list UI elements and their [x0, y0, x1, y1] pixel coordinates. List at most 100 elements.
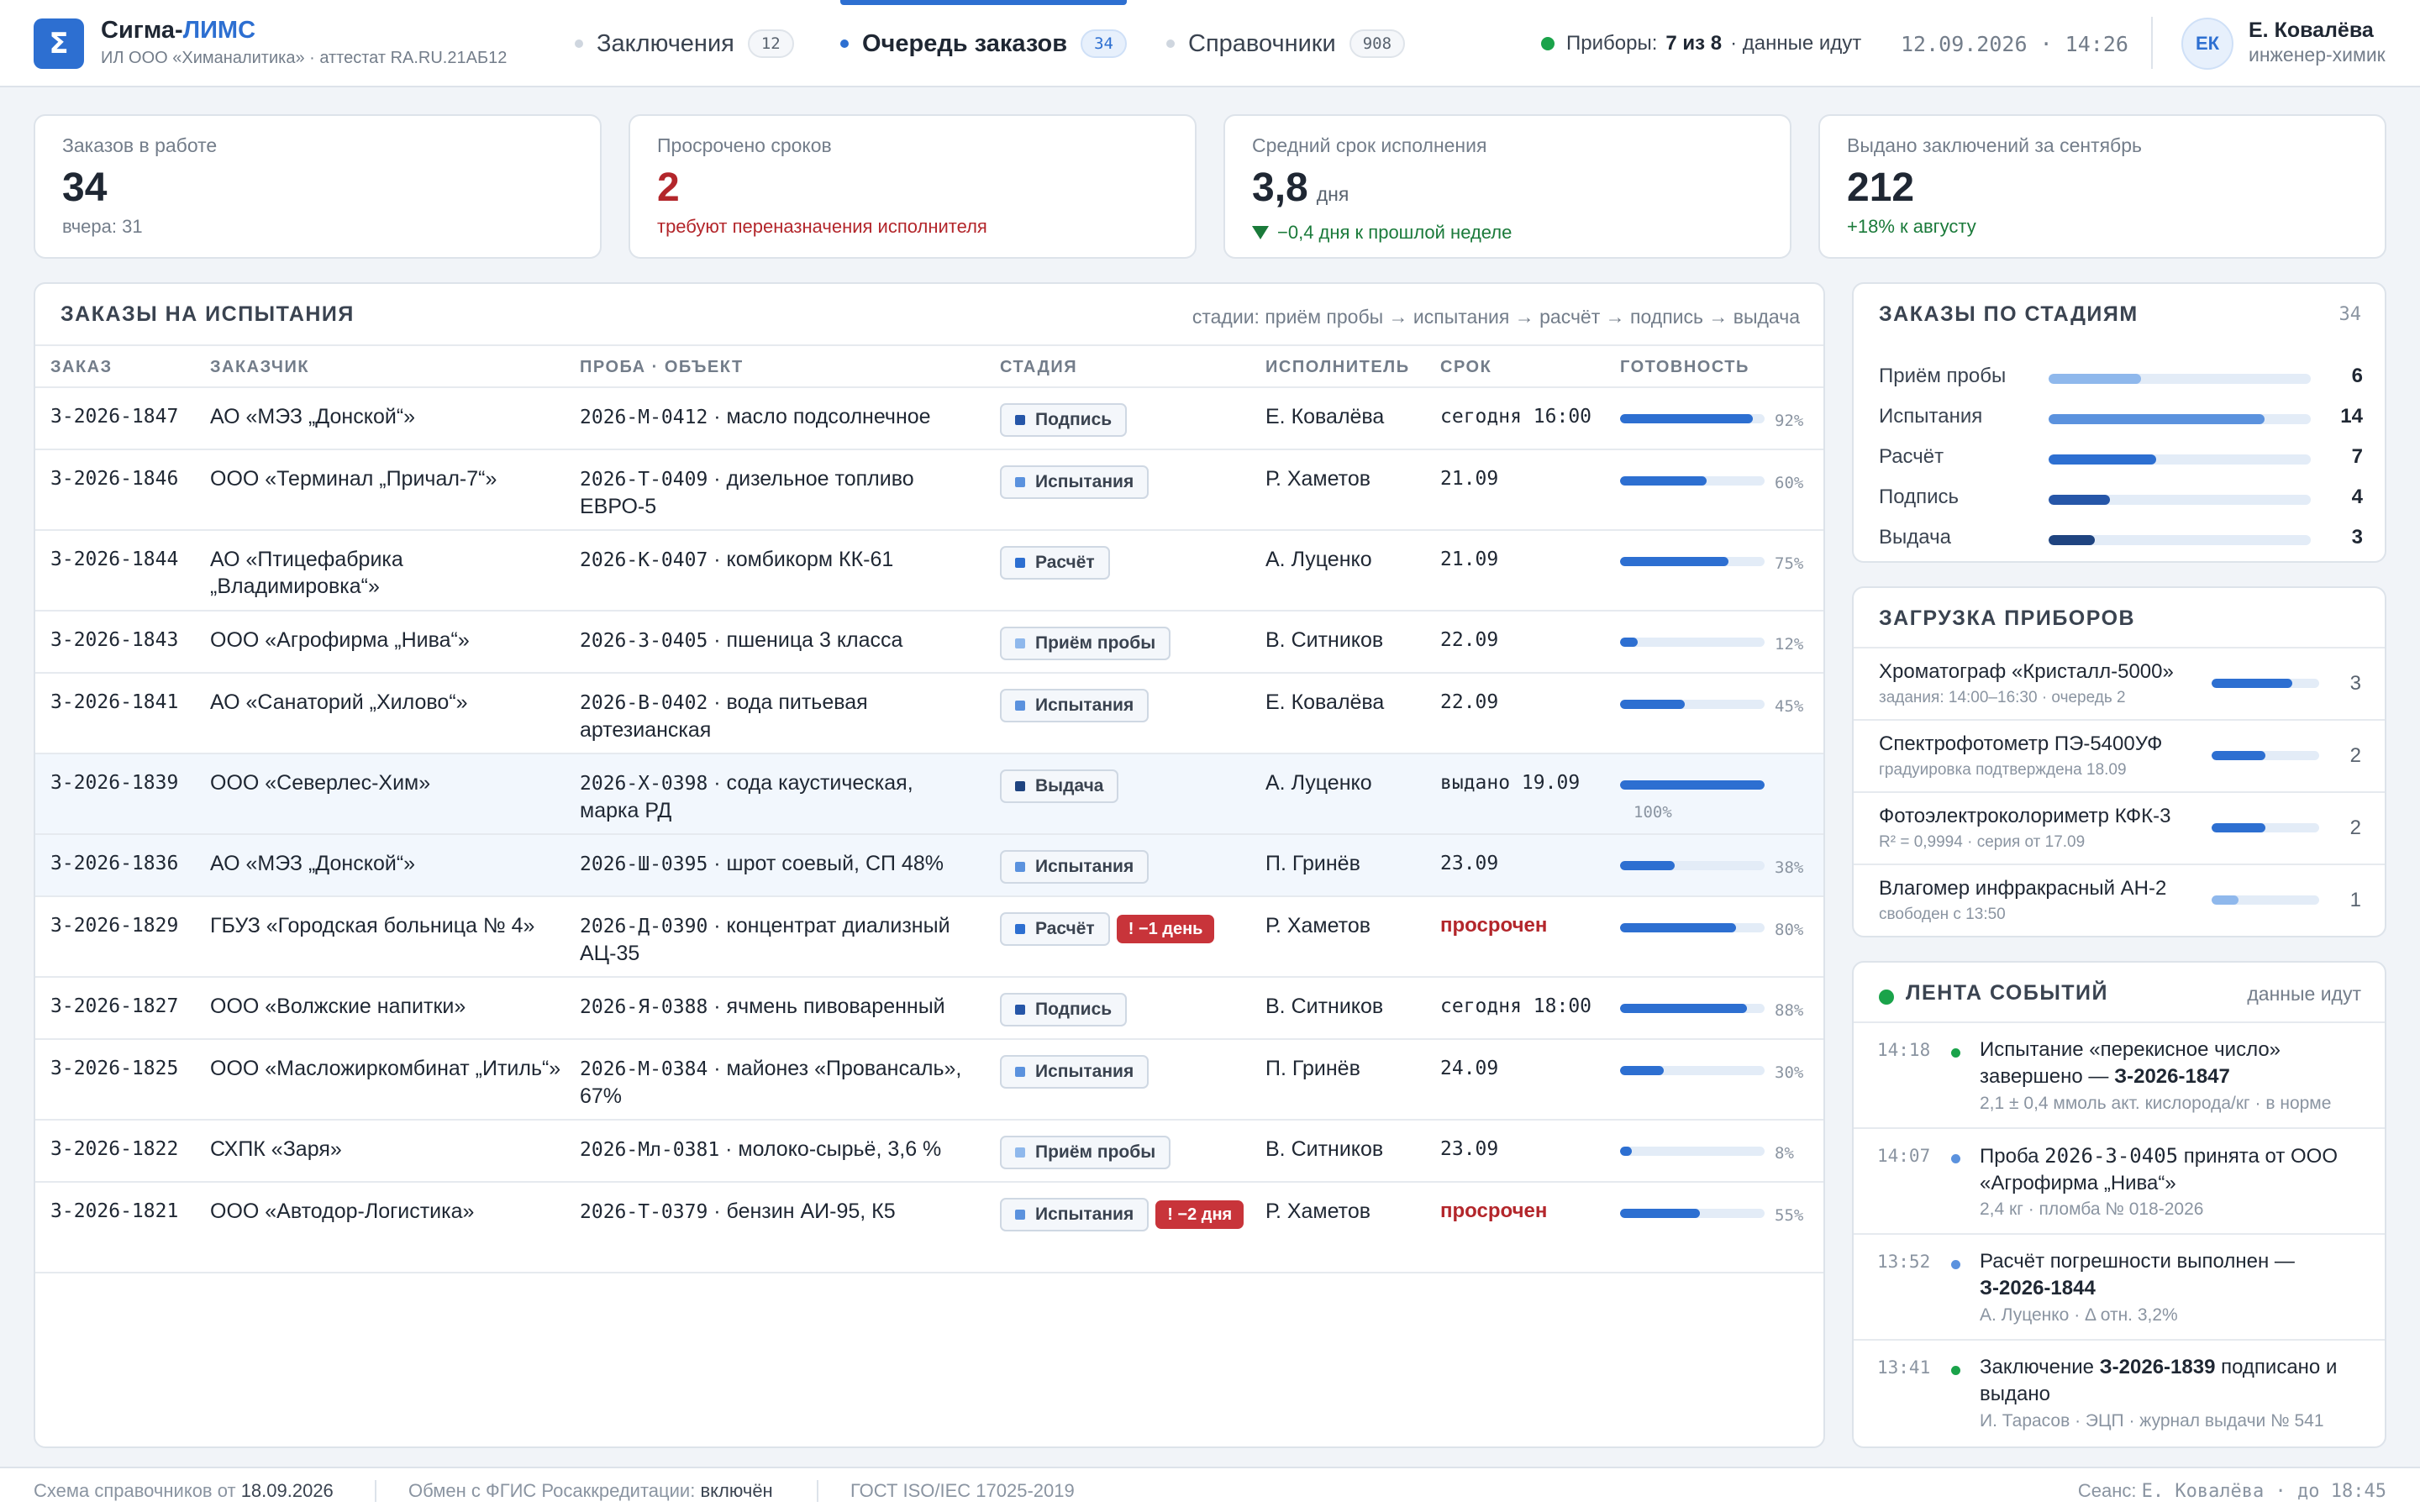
stage-badge[interactable]: Приём пробы — [1000, 1136, 1171, 1169]
stage-badge[interactable]: Испытания — [1000, 850, 1150, 884]
stage-badge[interactable]: Приём пробы — [1000, 627, 1171, 660]
stage-badge[interactable]: Выдача — [1000, 769, 1119, 803]
device-row[interactable]: Влагомер инфракрасный АН-2 свободен с 13:… — [1854, 864, 2385, 936]
executor-name[interactable]: Р. Хаметов — [1265, 467, 1371, 491]
stage-row[interactable]: Расчёт 7 — [1879, 445, 2363, 472]
stage-badge[interactable]: Подпись — [1000, 993, 1128, 1026]
order-id[interactable]: З-2026-1822 — [50, 1138, 179, 1160]
event-item[interactable]: 14:07 Проба 2026-З-0405 принята от ООО «А… — [1854, 1127, 2385, 1233]
order-id[interactable]: З-2026-1843 — [50, 629, 179, 651]
executor-name[interactable]: А. Луценко — [1265, 548, 1372, 571]
device-row[interactable]: Спектрофотометр ПЭ-5400УФ градуировка под… — [1854, 719, 2385, 791]
user-avatar[interactable]: ЕК — [2181, 18, 2233, 70]
executor-name[interactable]: Р. Хаметов — [1265, 914, 1371, 937]
order-id[interactable]: З-2026-1827 — [50, 995, 179, 1017]
stage-cell: Расчёт — [1000, 546, 1252, 580]
probe-object: 2026-Д-0390 · концентрат диализный АЦ-35 — [580, 912, 975, 967]
table-row[interactable]: З-2026-1822 СХПК «Заря» 2026-Мл-0381 · мол… — [35, 1121, 1823, 1183]
executor-name[interactable]: В. Ситников — [1265, 995, 1384, 1018]
table-row[interactable]: З-2026-1827 ООО «Волжские напитки» 2026-Я-… — [35, 978, 1823, 1040]
tab-conclusions[interactable]: Заключения 12 — [575, 0, 794, 87]
probe-object: 2026-Ш-0395 · шрот соевый, СП 48% — [580, 850, 975, 878]
table-row[interactable]: З-2026-1841 АО «Санаторий „Хилово“» 2026-В… — [35, 674, 1823, 754]
event-order-link[interactable]: З-2026-1839 — [2099, 1356, 2216, 1378]
order-id[interactable]: З-2026-1821 — [50, 1200, 179, 1222]
executor-name[interactable]: П. Гринёв — [1265, 852, 1360, 875]
probe-code: 2026-Т-0409 — [580, 469, 708, 491]
stage-row[interactable]: Приём пробы 6 — [1879, 365, 2363, 391]
stage-badge[interactable]: Испытания — [1000, 465, 1150, 499]
device-row[interactable]: Хроматограф «Кристалл-5000» задания: 14:0… — [1854, 647, 2385, 719]
table-row[interactable]: З-2026-1844 АО «Птицефабрика „Владимировк… — [35, 531, 1823, 612]
device-job-count: 1 — [2349, 889, 2361, 911]
stage-badge[interactable]: Испытания — [1000, 689, 1150, 722]
event-order-link[interactable]: З-2026-1844 — [1980, 1277, 2096, 1299]
probe-description: · масло подсолнечное — [708, 405, 931, 428]
table-row[interactable]: З-2026-1821 ООО «Автодор-Логистика» 2026-Т… — [35, 1183, 1823, 1273]
order-id[interactable]: З-2026-1836 — [50, 853, 179, 874]
stage-badge[interactable]: Подпись — [1000, 403, 1128, 437]
table-row[interactable]: З-2026-1839 ООО «Северлес-Хим» 2026-Х-0398… — [35, 754, 1823, 835]
order-id[interactable]: З-2026-1847 — [50, 406, 179, 428]
event-item[interactable]: 13:52 Расчёт погрешности выполнен — З-202… — [1854, 1233, 2385, 1339]
kpi-value: 3,8 — [1252, 165, 1308, 210]
devices-stream-status: · данные идут — [1730, 32, 1862, 55]
executor-name[interactable]: Е. Ковалёва — [1265, 405, 1385, 428]
order-id[interactable]: З-2026-1825 — [50, 1058, 179, 1079]
stage-row[interactable]: Подпись 4 — [1879, 486, 2363, 512]
stage-badge[interactable]: Испытания — [1000, 1198, 1150, 1231]
executor-name[interactable]: Р. Хаметов — [1265, 1200, 1371, 1223]
stage-row[interactable]: Выдача 3 — [1879, 526, 2363, 553]
device-row[interactable]: Фотоэлектроколориметр КФК-3 R² = 0,9994 ·… — [1854, 791, 2385, 864]
col-executor[interactable]: ИСПОЛНИТЕЛЬ — [1265, 358, 1410, 376]
stage-cell: Подпись — [1000, 993, 1252, 1026]
event-item[interactable]: 14:18 Испытание «перекисное число» заверш… — [1854, 1021, 2385, 1127]
table-row[interactable]: З-2026-1836 АО «МЭЗ „Донской“» 2026-Ш-0395… — [35, 835, 1823, 897]
executor-name[interactable]: П. Гринёв — [1265, 1057, 1360, 1080]
col-customer[interactable]: ЗАКАЗЧИК — [210, 358, 310, 376]
order-id[interactable]: З-2026-1844 — [50, 549, 179, 570]
kpi-value-wrap: 3,8 дня — [1252, 167, 1763, 215]
probe-description: · майонез «Провансаль», 67% — [580, 1057, 962, 1108]
order-id[interactable]: З-2026-1846 — [50, 468, 179, 490]
stage-badge[interactable]: Расчёт — [1000, 546, 1110, 580]
table-row[interactable]: З-2026-1846 ООО «Терминал „Причал-7“» 2026… — [35, 450, 1823, 531]
progress-fill — [1620, 1209, 1700, 1218]
probe-code: 2026-Я-0388 — [580, 996, 708, 1018]
executor-name[interactable]: А. Луценко — [1265, 771, 1372, 795]
executor-name[interactable]: В. Ситников — [1265, 1137, 1384, 1161]
event-order-link[interactable]: З-2026-1847 — [2114, 1065, 2230, 1088]
table-row[interactable]: З-2026-1843 ООО «Агрофирма „Нива“» 2026-З-… — [35, 612, 1823, 674]
col-progress[interactable]: ГОТОВНОСТЬ — [1620, 358, 1749, 376]
col-due[interactable]: СРОК — [1440, 358, 1492, 376]
order-id[interactable]: З-2026-1839 — [50, 772, 179, 794]
col-stage[interactable]: СТАДИЯ — [1000, 358, 1078, 376]
sigma-logo-icon[interactable]: Σ — [34, 18, 84, 69]
table-row[interactable]: З-2026-1825 ООО «Масложиркомбинат „Итиль“… — [35, 1040, 1823, 1121]
tab-order-queue[interactable]: Очередь заказов 34 — [840, 0, 1127, 87]
event-item[interactable]: 13:41 Заключение З-2026-1839 подписано и … — [1854, 1339, 2385, 1446]
stage-badge[interactable]: Расчёт — [1000, 912, 1110, 946]
stage-badge[interactable]: Испытания — [1000, 1055, 1150, 1089]
customer-name: ООО «Автодор-Логистика» — [210, 1200, 475, 1223]
table-row[interactable]: З-2026-1829 ГБУЗ «Городская больница № 4»… — [35, 897, 1823, 978]
stage-cell: Выдача — [1000, 769, 1252, 803]
executor-name[interactable]: В. Ситников — [1265, 628, 1384, 652]
tab-reference-books[interactable]: Справочники 908 — [1166, 0, 1406, 87]
orders-panel: ЗАКАЗЫ НА ИСПЫТАНИЯ стадии: приём пробы … — [34, 282, 1825, 1448]
col-probe[interactable]: ПРОБА · ОБЪЕКТ — [580, 358, 744, 376]
event-text: Испытание «перекисное число» завершено —… — [1980, 1037, 2366, 1090]
order-id[interactable]: З-2026-1829 — [50, 915, 179, 937]
user-name[interactable]: Е. Ковалёва — [2249, 18, 2374, 42]
progress-bar — [1620, 1066, 1765, 1075]
stages-title: ЗАКАЗЫ ПО СТАДИЯМ — [1879, 302, 2139, 326]
probe-code: 2026-Мл-0381 — [580, 1139, 720, 1161]
stage-row[interactable]: Испытания 14 — [1879, 405, 2363, 432]
devices-status[interactable]: Приборы: 7 из 8 · данные идут — [1541, 0, 1861, 87]
order-id[interactable]: З-2026-1841 — [50, 691, 179, 713]
stage-color-icon — [1015, 1210, 1025, 1220]
executor-name[interactable]: Е. Ковалёва — [1265, 690, 1385, 714]
col-order[interactable]: ЗАКАЗ — [50, 358, 113, 376]
table-row[interactable]: З-2026-1847 АО «МЭЗ „Донской“» 2026-М-0412… — [35, 388, 1823, 450]
progress-fill — [1620, 1147, 1632, 1156]
